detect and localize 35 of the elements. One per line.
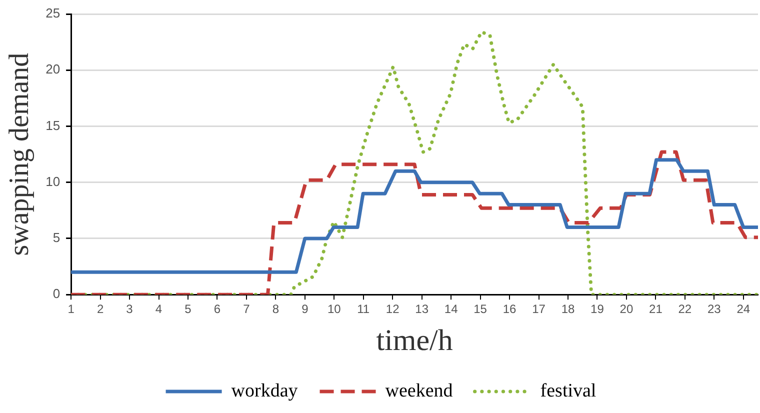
- x-tick-label: 24: [736, 302, 750, 316]
- y-axis-title: swapping demand: [4, 52, 36, 256]
- x-tick-label: 22: [678, 302, 692, 316]
- x-tick-label: 20: [620, 302, 634, 316]
- x-tick-label: 15: [474, 302, 488, 316]
- x-tick-label: 16: [502, 302, 517, 316]
- x-tick-label: 7: [243, 302, 250, 316]
- x-tick-label: 4: [155, 302, 162, 316]
- x-tick-label: 11: [357, 302, 370, 316]
- x-tick-label: 1: [68, 302, 75, 316]
- x-axis-title: time/h: [376, 324, 453, 357]
- x-tick-label: 13: [415, 302, 429, 316]
- x-tick-label: 9: [302, 302, 309, 316]
- x-tick-label: 21: [649, 302, 663, 316]
- x-tick-label: 3: [126, 302, 134, 316]
- y-tick-label: 20: [46, 62, 60, 77]
- y-tick-label: 25: [46, 6, 60, 21]
- x-tick-label: 23: [707, 302, 722, 316]
- x-tick-label: 8: [272, 302, 280, 316]
- legend-label: festival: [540, 380, 596, 402]
- x-tick-label: 17: [532, 302, 546, 316]
- x-tick-label: 2: [96, 302, 104, 316]
- legend-label: weekend: [385, 380, 454, 402]
- y-tick-label: 5: [52, 230, 60, 246]
- x-tick-label: 18: [561, 302, 575, 316]
- legend-label: workday: [231, 380, 298, 402]
- y-tick-label: 15: [46, 118, 60, 133]
- x-tick-label: 10: [327, 302, 342, 316]
- x-tick-label: 14: [444, 302, 458, 316]
- x-tick-label: 5: [184, 302, 192, 316]
- y-tick-label: 0: [52, 286, 60, 302]
- x-tick-label: 19: [590, 302, 604, 316]
- x-tick-label: 6: [214, 302, 221, 316]
- x-tick-label: 12: [386, 302, 400, 316]
- y-tick-label: 10: [46, 174, 60, 189]
